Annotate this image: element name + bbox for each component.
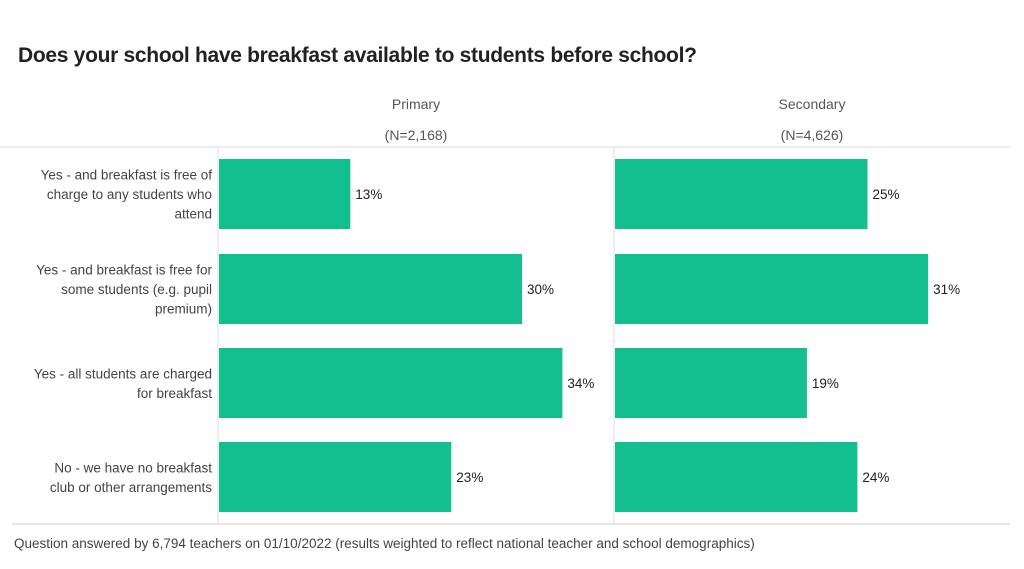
data-label: 30%: [527, 282, 554, 297]
bar: [219, 442, 452, 512]
bar: [615, 442, 858, 512]
category-label: for breakfast: [137, 386, 212, 401]
panel-n-label: (N=2,168): [385, 127, 448, 143]
panel-title: Primary: [392, 96, 440, 112]
bar: [615, 348, 807, 418]
data-label: 19%: [812, 376, 839, 391]
panel-n-label: (N=4,626): [781, 127, 844, 143]
panel-title: Secondary: [779, 96, 846, 112]
category-label: Yes - all students are charged: [34, 366, 212, 381]
bar: [219, 254, 522, 324]
data-label: 34%: [567, 376, 594, 391]
footnote: Question answered by 6,794 teachers on 0…: [14, 536, 755, 551]
category-label: club or other arrangements: [50, 480, 212, 495]
category-label: No - we have no breakfast: [54, 460, 212, 475]
bar: [219, 348, 563, 418]
category-label: Yes - and breakfast is free of: [41, 168, 213, 183]
data-label: 24%: [862, 470, 889, 485]
bar: [615, 254, 929, 324]
category-label: Yes - and breakfast is free for: [36, 263, 212, 278]
bar: [219, 159, 351, 229]
data-label: 13%: [355, 187, 382, 202]
category-label: charge to any students who: [47, 187, 212, 202]
bar: [615, 159, 868, 229]
category-label: premium): [155, 302, 212, 317]
chart-title: Does your school have breakfast availabl…: [18, 44, 697, 67]
data-label: 31%: [933, 282, 960, 297]
data-label: 25%: [873, 187, 900, 202]
data-label: 23%: [456, 470, 483, 485]
category-label: some students (e.g. pupil: [61, 282, 212, 297]
category-label: attend: [174, 207, 212, 222]
